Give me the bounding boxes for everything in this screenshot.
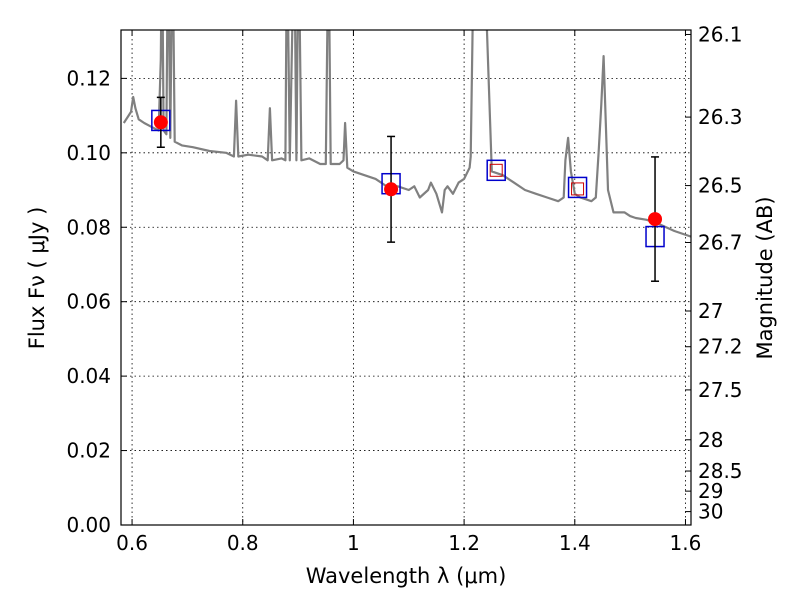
y-tick-label: 0.10 <box>66 141 111 165</box>
plot-frame <box>120 29 692 526</box>
sed-model-line <box>122 30 691 238</box>
y2-tick-label: 30 <box>698 500 723 524</box>
y2-tick-label: 29 <box>698 479 723 503</box>
observed-point <box>648 212 663 227</box>
x-tick-label: 1 <box>347 531 360 555</box>
model-band-square-blue <box>486 159 506 182</box>
x-tick-label: 1.4 <box>559 531 591 555</box>
model-band-square-red <box>571 182 585 196</box>
x-axis-label: Wavelength λ (μm) <box>306 564 507 588</box>
y-tick-label: 0.04 <box>66 364 111 388</box>
y2-tick-label: 26.1 <box>698 22 743 46</box>
y2-tick-label: 27 <box>698 299 723 323</box>
y2-tick-label: 26.5 <box>698 174 743 198</box>
observed-point <box>153 115 168 130</box>
y2-tick-label: 27.5 <box>698 378 743 402</box>
y2-axis-label: Magnitude (AB) <box>753 196 777 359</box>
model-band-square-blue <box>567 176 588 199</box>
y-tick-label: 0.06 <box>66 290 111 314</box>
y-tick-label: 0.02 <box>66 439 111 463</box>
x-tick-label: 0.6 <box>116 531 148 555</box>
model-band-square-red <box>489 163 503 177</box>
y2-tick-label: 28 <box>698 428 723 452</box>
y2-tick-label: 28.5 <box>698 459 743 483</box>
x-tick-label: 1.2 <box>448 531 480 555</box>
observed-point <box>384 182 399 197</box>
x-tick-label: 0.8 <box>227 531 259 555</box>
plot-series <box>122 30 691 282</box>
y2-tick-label: 26.3 <box>698 105 743 129</box>
x-tick-label: 1.6 <box>670 531 702 555</box>
y-axis-label: Flux Fν ( μJy ) <box>25 207 49 350</box>
y2-tick-label: 27.2 <box>698 335 743 359</box>
y-tick-label: 0.00 <box>66 513 111 537</box>
y2-tick-label: 26.7 <box>698 231 743 255</box>
y-tick-label: 0.12 <box>66 66 111 90</box>
axes: 0.6 0.8 1 1.2 1.4 1.6 0.00 0.02 0.04 0.06 0.08 0.10… <box>66 22 742 555</box>
y-tick-label: 0.08 <box>66 215 111 239</box>
